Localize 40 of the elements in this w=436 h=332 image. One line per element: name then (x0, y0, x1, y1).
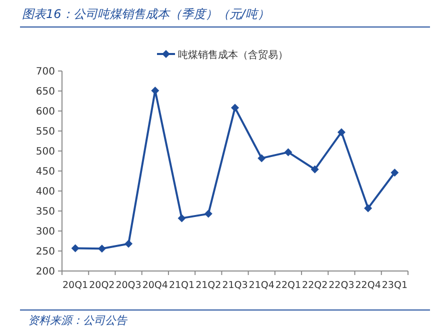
y-tick-label: 500 (36, 146, 55, 158)
y-tick-label: 450 (36, 166, 55, 178)
point (284, 148, 292, 156)
x-tick-label: 21Q1 (168, 280, 195, 291)
x-tick-label: 22Q3 (328, 280, 354, 291)
y-tick-label: 400 (36, 186, 55, 198)
point (364, 204, 372, 212)
y-tick-label: 600 (36, 106, 55, 118)
y-tick-label: 250 (36, 246, 55, 258)
point (310, 165, 319, 174)
x-tick-label: 20Q2 (89, 280, 115, 291)
text: 资料来源：公司公告 (28, 314, 128, 327)
point (258, 154, 266, 162)
y-tick-label: 350 (36, 206, 55, 218)
x-tick-label: 22Q2 (302, 280, 328, 291)
point (178, 214, 186, 222)
y-tick-label: 700 (36, 66, 55, 78)
x-tick-label: 21Q3 (222, 280, 248, 291)
legend-label: 吨煤销售成本（含贸易） (178, 49, 288, 61)
y-tick-label: 550 (36, 126, 55, 138)
point (204, 210, 212, 218)
x-tick-label: 22Q4 (355, 280, 381, 291)
x-tick-label: 20Q4 (142, 280, 168, 291)
legend: 吨煤销售成本（含贸易） (157, 50, 288, 61)
x-tick-label: 21Q2 (196, 280, 222, 291)
point (231, 104, 239, 112)
point (124, 240, 133, 248)
point (337, 128, 346, 136)
y-tick-label: 300 (36, 226, 55, 238)
x-tick-label: 22Q1 (275, 280, 302, 291)
x-tick-label: 21Q4 (248, 280, 274, 291)
point (71, 244, 80, 252)
point (390, 168, 399, 177)
x-tick-label: 20Q1 (62, 280, 88, 291)
y-tick-label: 200 (36, 266, 55, 278)
point (98, 244, 106, 253)
x-tick-label: 23Q1 (382, 280, 408, 291)
x-tick-label: 20Q3 (116, 280, 142, 291)
title: 图表16：公司吨煤销售成本（季度）（元/吨） (22, 7, 270, 21)
y-tick-label: 650 (36, 86, 55, 98)
